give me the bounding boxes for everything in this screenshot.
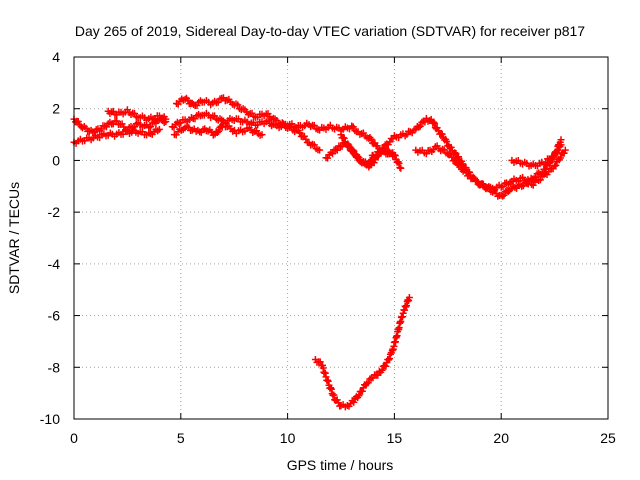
data-point	[355, 392, 363, 400]
data-point	[560, 149, 568, 157]
data-point	[395, 159, 403, 167]
data-point	[380, 145, 388, 152]
data-point	[310, 141, 318, 149]
data-point	[378, 366, 386, 374]
data-point	[456, 162, 464, 170]
data-point	[552, 161, 560, 169]
data-point	[327, 385, 335, 393]
data-point	[355, 154, 363, 162]
data-point	[390, 151, 398, 159]
data-point	[536, 176, 544, 184]
y-tick-label: -8	[48, 359, 61, 375]
data-point	[452, 157, 460, 165]
data-point	[74, 118, 82, 125]
data-point	[234, 101, 242, 109]
data-point	[327, 384, 335, 392]
series-satellite-track-6	[170, 120, 266, 139]
data-point	[330, 391, 338, 399]
y-tick-label: 2	[52, 101, 60, 117]
data-point	[364, 379, 372, 387]
series-satellite-track-1	[70, 114, 170, 136]
data-point	[358, 387, 366, 395]
data-point	[382, 362, 390, 370]
x-tick-label: 20	[493, 430, 509, 446]
y-tick-labels: -10 -8 -6 -4 -2 0 2 4	[40, 49, 60, 427]
data-point	[333, 146, 341, 154]
data-point	[316, 146, 324, 154]
data-marks	[70, 94, 569, 411]
series-satellite-track-12	[311, 294, 413, 411]
series-satellite-track-9	[369, 114, 565, 200]
data-point	[405, 294, 413, 301]
data-point	[350, 398, 358, 406]
data-point	[557, 154, 564, 162]
data-point	[346, 143, 354, 151]
data-point	[438, 130, 446, 138]
y-tick-label: 0	[52, 152, 60, 168]
data-point	[455, 153, 462, 161]
data-point	[385, 356, 393, 364]
series-satellite-track-11	[508, 136, 565, 170]
data-point	[557, 136, 565, 144]
data-point	[340, 134, 348, 142]
x-tick-label: 5	[177, 430, 185, 446]
data-point	[397, 164, 405, 172]
data-point	[155, 125, 163, 133]
data-point	[371, 154, 379, 162]
x-tick-label: 15	[387, 430, 403, 446]
y-tick-label: -4	[48, 256, 61, 272]
data-point	[324, 377, 332, 385]
data-point	[147, 123, 154, 131]
data-point	[561, 146, 569, 154]
plot-frame	[73, 56, 609, 420]
x-tick-label: 10	[280, 430, 296, 446]
grid	[74, 57, 608, 419]
data-point	[451, 149, 459, 157]
x-tick-label: 25	[600, 430, 616, 446]
data-point	[405, 297, 413, 305]
y-tick-label: -6	[48, 308, 61, 324]
data-point	[500, 191, 508, 199]
data-point	[258, 131, 266, 139]
data-point	[430, 118, 438, 126]
data-point	[367, 135, 375, 143]
data-point	[443, 138, 451, 145]
data-point	[350, 147, 358, 155]
data-point	[386, 138, 394, 146]
data-point	[421, 118, 429, 126]
x-tick-labels: 0 5 10 15 20 25	[70, 430, 616, 446]
series-satellite-track-5	[173, 94, 324, 154]
x-axis-label: GPS time / hours	[287, 457, 394, 473]
series-satellite-track-10	[412, 142, 569, 193]
y-tick-label: -2	[48, 204, 61, 220]
y-tick-label: -10	[40, 411, 60, 427]
data-point	[300, 132, 308, 140]
y-tick-label: 4	[52, 49, 60, 65]
x-tick-label: 0	[70, 430, 78, 446]
data-point	[322, 373, 330, 381]
data-point	[431, 120, 439, 128]
data-point	[499, 192, 507, 200]
data-point	[354, 153, 362, 160]
data-point	[552, 148, 560, 156]
data-point	[329, 150, 336, 158]
data-point	[462, 168, 470, 176]
data-point	[389, 135, 397, 143]
y-axis-label: SDTVAR / TECUs	[6, 182, 22, 294]
data-point	[416, 122, 424, 130]
series-satellite-track-3	[104, 106, 170, 124]
data-point	[296, 129, 304, 137]
series-satellite-track-2	[70, 125, 163, 147]
chart-title: Day 265 of 2019, Sidereal Day-to-day VTE…	[75, 23, 585, 39]
data-point	[447, 143, 455, 151]
data-point	[349, 123, 357, 131]
data-point	[213, 129, 221, 136]
axis-ticks	[73, 56, 609, 420]
data-point	[215, 127, 223, 135]
data-point	[553, 147, 561, 155]
data-point	[415, 123, 423, 131]
data-point	[162, 115, 170, 123]
data-point	[386, 355, 393, 363]
